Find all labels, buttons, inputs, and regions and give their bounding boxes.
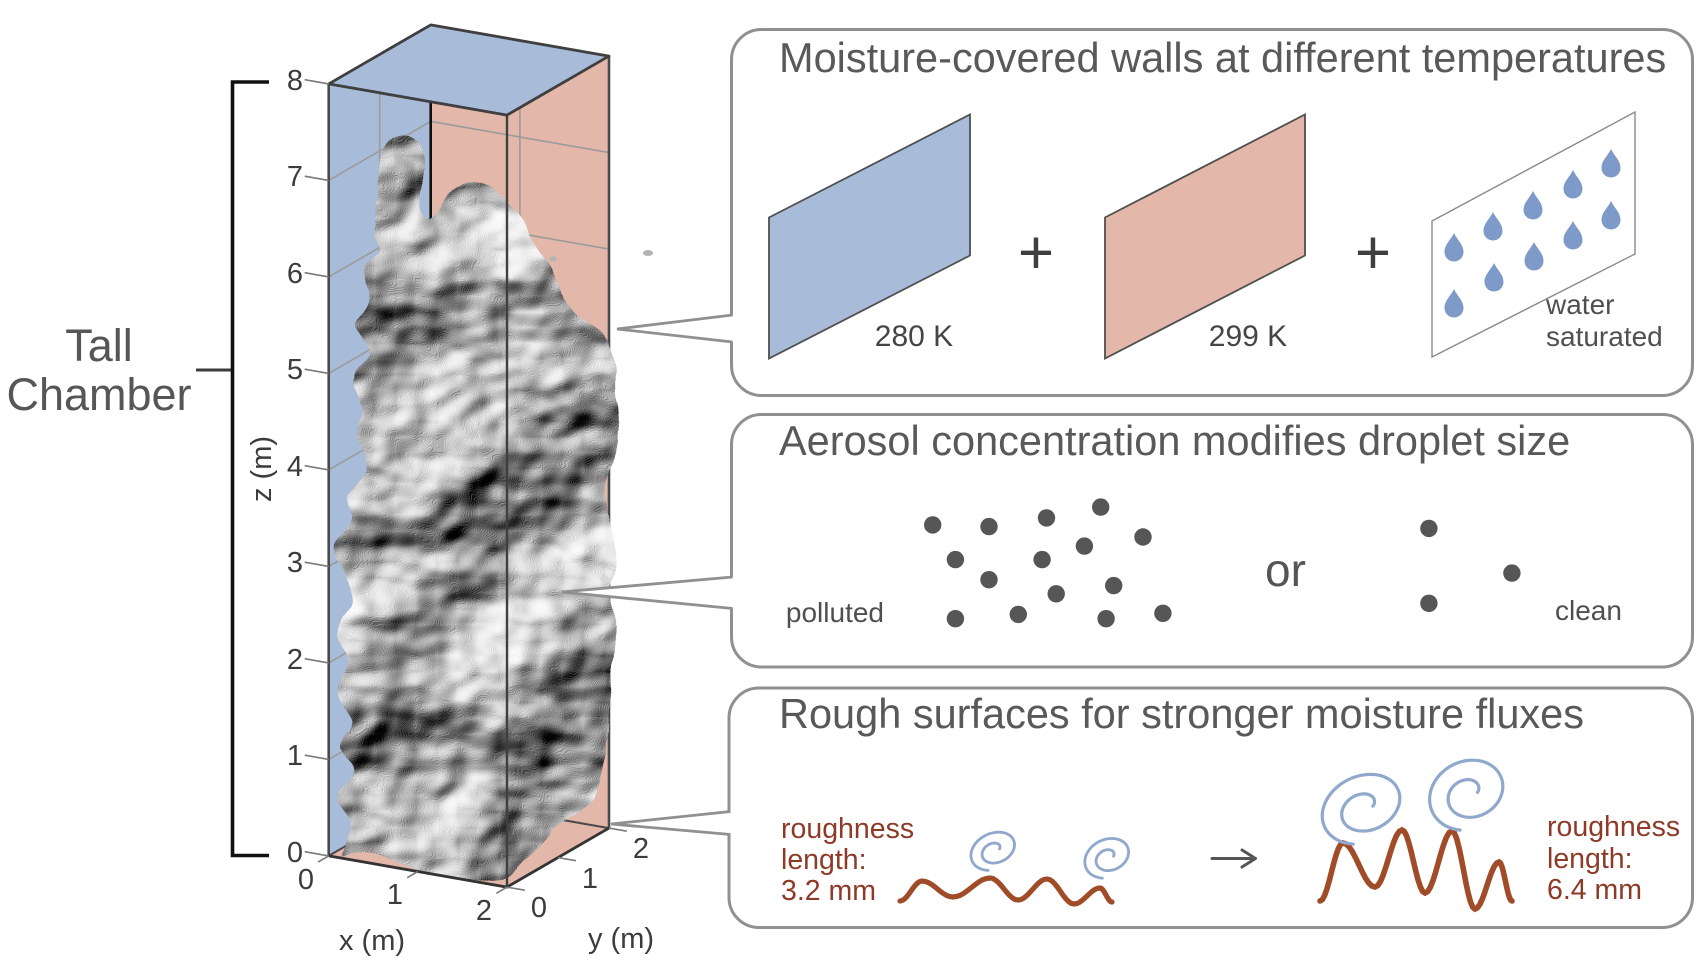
svg-text:z (m): z (m) <box>246 436 278 502</box>
svg-text:Chamber: Chamber <box>6 369 191 420</box>
svg-text:Aerosol concentration modifies: Aerosol concentration modifies droplet s… <box>779 417 1570 464</box>
svg-text:y (m): y (m) <box>588 923 654 955</box>
svg-text:3.2 mm: 3.2 mm <box>781 875 876 907</box>
svg-text:299 K: 299 K <box>1209 320 1287 353</box>
svg-text:0: 0 <box>287 837 303 869</box>
svg-text:6: 6 <box>287 258 303 290</box>
svg-text:+: + <box>1018 219 1054 288</box>
svg-text:280 K: 280 K <box>875 320 953 353</box>
svg-text:saturated: saturated <box>1546 321 1663 352</box>
svg-text:6.4 mm: 6.4 mm <box>1547 874 1642 906</box>
svg-text:2: 2 <box>287 644 303 676</box>
svg-text:1: 1 <box>387 879 403 911</box>
svg-text:Rough surfaces for stronger mo: Rough surfaces for stronger moisture flu… <box>779 690 1584 737</box>
svg-text:2: 2 <box>633 833 649 865</box>
svg-text:polluted: polluted <box>786 597 884 628</box>
svg-text:length:: length: <box>781 844 867 876</box>
svg-text:7: 7 <box>287 161 303 193</box>
svg-text:roughness: roughness <box>781 813 914 845</box>
svg-text:clean: clean <box>1555 595 1622 626</box>
svg-text:Moisture-covered walls at diff: Moisture-covered walls at different temp… <box>779 34 1666 81</box>
svg-text:2: 2 <box>476 895 492 927</box>
svg-text:1: 1 <box>582 863 598 895</box>
svg-text:+: + <box>1355 219 1391 288</box>
svg-text:1: 1 <box>287 740 303 772</box>
svg-text:3: 3 <box>287 547 303 579</box>
svg-text:or: or <box>1265 544 1306 596</box>
svg-text:5: 5 <box>287 354 303 386</box>
svg-text:4: 4 <box>287 451 303 483</box>
svg-text:Tall: Tall <box>65 320 133 371</box>
svg-text:length:: length: <box>1547 843 1633 875</box>
svg-text:x (m): x (m) <box>339 925 405 957</box>
svg-text:0: 0 <box>531 892 547 924</box>
svg-text:8: 8 <box>287 65 303 97</box>
svg-text:water: water <box>1545 289 1614 320</box>
svg-text:roughness: roughness <box>1547 811 1680 843</box>
svg-text:0: 0 <box>298 864 314 896</box>
